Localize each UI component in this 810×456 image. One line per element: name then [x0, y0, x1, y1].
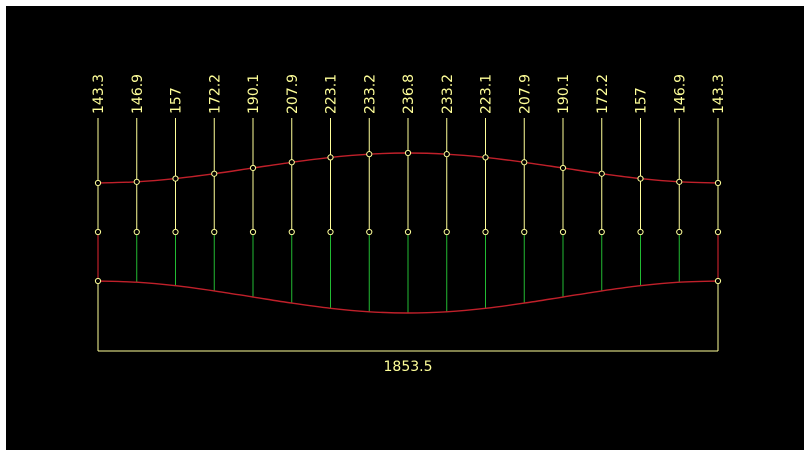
- total-dimension: [97, 281, 719, 352]
- top-node: [443, 151, 450, 158]
- nodes: [94, 149, 722, 285]
- top-node: [366, 151, 373, 158]
- height-label: 172.2: [595, 74, 611, 114]
- top-node: [559, 164, 567, 172]
- top-node: [598, 170, 605, 177]
- top-node: [714, 179, 722, 187]
- top-node: [676, 178, 683, 185]
- bottom-node: [714, 277, 722, 285]
- middle-node: [366, 228, 373, 236]
- middle-node: [211, 228, 218, 236]
- top-node: [404, 149, 412, 157]
- height-label: 146.9: [130, 74, 146, 114]
- height-label: 143.3: [711, 74, 727, 114]
- top-node: [211, 170, 218, 177]
- middle-node: [133, 228, 140, 236]
- height-label: 223.1: [324, 74, 340, 114]
- height-label: 146.9: [672, 74, 688, 114]
- bottom-curve: [97, 280, 719, 314]
- height-label: 190.1: [246, 74, 262, 114]
- middle-node: [443, 228, 450, 236]
- middle-node: [288, 228, 295, 236]
- top-node: [94, 179, 102, 187]
- height-label: 233.2: [362, 74, 378, 114]
- top-node: [327, 154, 334, 161]
- top-node: [637, 175, 644, 182]
- canvas-background: [6, 6, 804, 450]
- cad-canvas[interactable]: 143.3 146.9 157 172.2 190.1 207.9 223.1 233.2 23…: [6, 6, 804, 450]
- height-label: 233.2: [440, 74, 456, 114]
- top-node: [288, 159, 295, 166]
- height-label: 157: [169, 87, 185, 114]
- height-label: 223.1: [479, 74, 495, 114]
- height-label: 172.2: [207, 74, 223, 114]
- height-lines: [97, 118, 719, 313]
- top-node: [521, 159, 528, 166]
- middle-node: [676, 228, 683, 236]
- bottom-node: [94, 277, 102, 285]
- middle-node: [637, 228, 644, 236]
- height-label: 190.1: [556, 74, 572, 114]
- height-label: 207.9: [285, 74, 301, 114]
- total-length-label: 1853.5: [384, 359, 433, 375]
- middle-node: [714, 228, 722, 236]
- middle-node: [482, 228, 489, 236]
- middle-node: [172, 228, 179, 236]
- middle-node: [521, 228, 528, 236]
- height-label: 207.9: [517, 74, 533, 114]
- middle-node: [404, 228, 412, 236]
- top-node: [482, 154, 489, 161]
- middle-node: [598, 228, 605, 236]
- middle-node: [559, 228, 567, 236]
- middle-node: [327, 228, 334, 236]
- height-labels: 143.3 146.9 157 172.2 190.1 207.9 223.1 233.2 23…: [91, 74, 727, 114]
- height-label: 236.8: [401, 74, 417, 114]
- middle-node: [94, 228, 102, 236]
- height-label: 143.3: [91, 74, 107, 114]
- top-node: [249, 164, 257, 172]
- top-node: [133, 178, 140, 185]
- top-node: [172, 175, 179, 182]
- middle-node: [249, 228, 257, 236]
- height-label: 157: [634, 87, 650, 114]
- truss-dimension-drawing: 143.3 146.9 157 172.2 190.1 207.9 223.1 233.2 23…: [6, 6, 804, 450]
